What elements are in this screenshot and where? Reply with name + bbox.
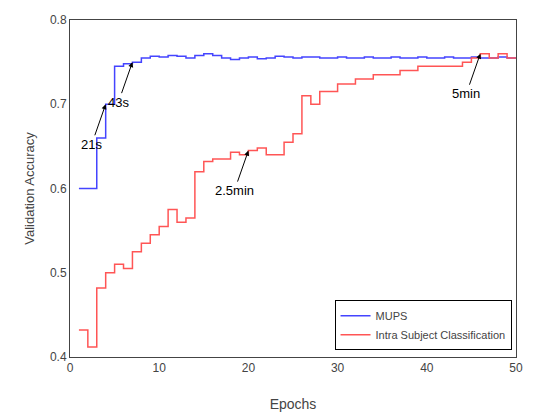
- svg-text:43s: 43s: [108, 95, 129, 110]
- svg-text:0.7: 0.7: [50, 97, 67, 111]
- svg-text:MUPS: MUPS: [376, 310, 408, 322]
- svg-text:30: 30: [331, 361, 345, 375]
- svg-text:0.6: 0.6: [50, 182, 67, 196]
- svg-text:0.8: 0.8: [50, 13, 67, 27]
- svg-text:Validation Accuracy: Validation Accuracy: [22, 132, 37, 245]
- svg-text:20: 20: [242, 361, 256, 375]
- svg-text:5min: 5min: [452, 86, 480, 101]
- svg-text:40: 40: [420, 361, 434, 375]
- svg-text:0: 0: [67, 361, 74, 375]
- svg-text:2.5min: 2.5min: [215, 183, 254, 198]
- svg-text:21s: 21s: [81, 137, 102, 152]
- svg-text:10: 10: [153, 361, 167, 375]
- svg-text:0.4: 0.4: [50, 350, 67, 364]
- svg-text:Intra Subject Classification: Intra Subject Classification: [376, 329, 506, 341]
- svg-text:0.5: 0.5: [50, 266, 67, 280]
- svg-text:50: 50: [509, 361, 523, 375]
- svg-text:Epochs: Epochs: [270, 396, 317, 412]
